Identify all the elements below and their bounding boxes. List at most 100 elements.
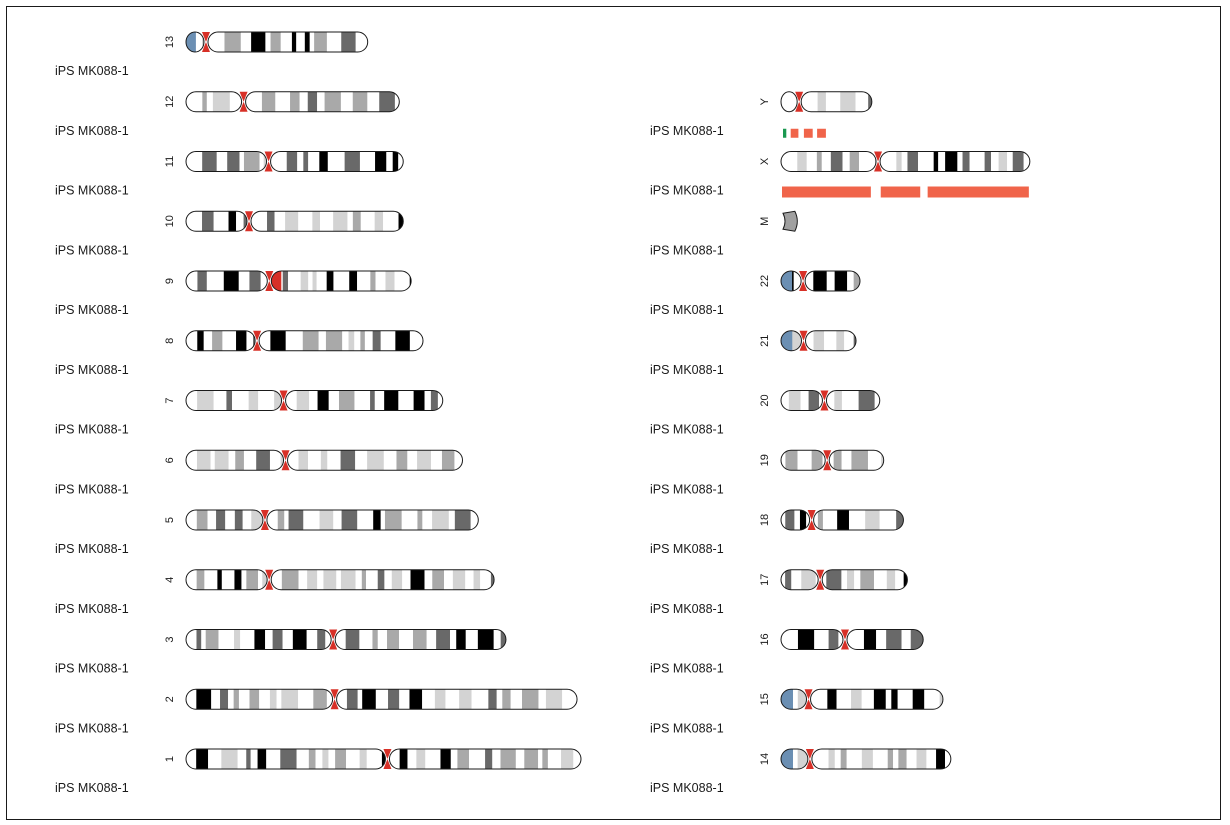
chromosome-band [286,151,298,172]
sample-label: iPS MK088-1 [55,482,129,496]
chromosome-band [233,689,239,710]
chromosome-1: 1 iPS MK088-1 [55,748,582,795]
chromosome-band [394,91,400,112]
chromosome-band [874,390,880,411]
chromosome-q-arm-outline [258,330,424,352]
chromosome-q-arm-outline [821,569,908,591]
chromosome-band [454,510,471,530]
chromosome-band [788,390,801,411]
chromosome-band [197,330,204,351]
chromosome-band [300,271,309,291]
chromosome-band [312,211,321,232]
chromosome-band [348,330,355,351]
centromere [799,330,808,351]
chromosome-name: 22 [759,275,771,287]
chromosome-band [243,211,248,232]
chromosome-band [266,749,281,769]
centromere [799,271,808,291]
mitochondrial-genome [782,210,798,232]
chromosome-band [323,569,337,590]
chromosome-band [398,151,404,172]
chromosome-band [844,330,854,351]
centromere [807,510,816,530]
chromosome-band [810,689,828,710]
chromosome-7: 7 iPS MK088-1 [55,390,444,437]
chromosome-band [336,569,341,590]
sample-label: iPS MK088-1 [650,662,724,676]
chromosome-name: 5 [164,517,176,523]
chromosome-band [836,330,845,351]
track-segment [782,186,871,198]
chromosome-band [898,749,907,769]
chromosome-band [253,330,256,351]
chromosome-band [399,689,410,710]
chromosome-q-arm-outline [287,449,463,471]
chromosome-band [545,689,563,710]
chromosome-band [208,749,222,769]
chromosome-p-arm-outline [185,151,268,172]
chromosome-band [841,450,852,471]
chromosome-band [197,271,207,291]
chromosome-band [319,151,328,172]
chromosome-band [274,211,286,232]
chromosome-band [206,91,213,112]
chromosome-band [432,569,445,590]
chromosome-q-arm-outline [805,330,857,352]
chromosome-band [280,749,297,769]
chromosome-band [452,569,466,590]
chromosome-band [202,151,217,172]
chromosome-band [248,390,259,411]
chromosome-band [538,749,543,769]
chromosome-band [561,749,574,769]
chromosome-band [280,450,284,471]
chromosome-p-arm-outline [185,31,205,53]
chromosome-band [895,569,904,590]
chromosome-band [224,32,241,52]
chromosome-band [236,330,247,351]
sample-label: iPS MK088-1 [55,124,129,138]
chromosome-band [228,689,234,710]
chromosome-p-arm-outline [185,629,332,650]
chromosome-band [872,749,888,769]
chromosome-q-arm-outline [813,509,904,531]
chromosome-band [203,330,213,351]
sample-label: iPS MK088-1 [55,602,129,616]
chromosome-band [357,689,363,710]
chromosome-band [272,629,283,650]
chromosome-p-arm-outline [185,449,285,471]
chromosome-band [340,91,353,112]
chromosome-band [243,450,257,471]
chromosome-band [806,510,810,530]
chromosome-band [873,689,886,710]
chromosome-band [454,450,463,471]
chromosome-band [307,569,318,590]
chromosome-band [547,749,562,769]
chromosome-band [384,390,399,411]
chromosome-band [825,91,841,112]
chromosome-band [355,450,368,471]
chromosome-band [317,91,325,112]
chromosome-band [876,629,887,650]
chromosome-band [260,271,268,291]
chromosome-band [202,32,204,52]
chromosome-band [303,510,320,530]
chromosome-band [854,569,861,590]
chromosome-band [291,32,297,52]
chromosome-band [216,151,228,172]
chromosome-band [202,91,207,112]
chromosome-band [345,629,360,650]
chromosome-band [865,510,880,530]
chromosome-band [998,151,1008,172]
centromere [329,629,338,650]
chromosome-band [945,749,951,769]
chromosome-band [846,629,864,650]
chromosome-band [240,629,255,650]
chromosome-p-arm-outline [185,330,256,352]
chromosome-band [817,510,823,530]
chromosome-band [313,689,327,710]
chromosome-band [808,390,820,411]
chromosome-17: 17 iPS MK088-1 [650,569,908,616]
chromosome-band [261,91,276,112]
chromosome-name: 4 [164,577,176,583]
